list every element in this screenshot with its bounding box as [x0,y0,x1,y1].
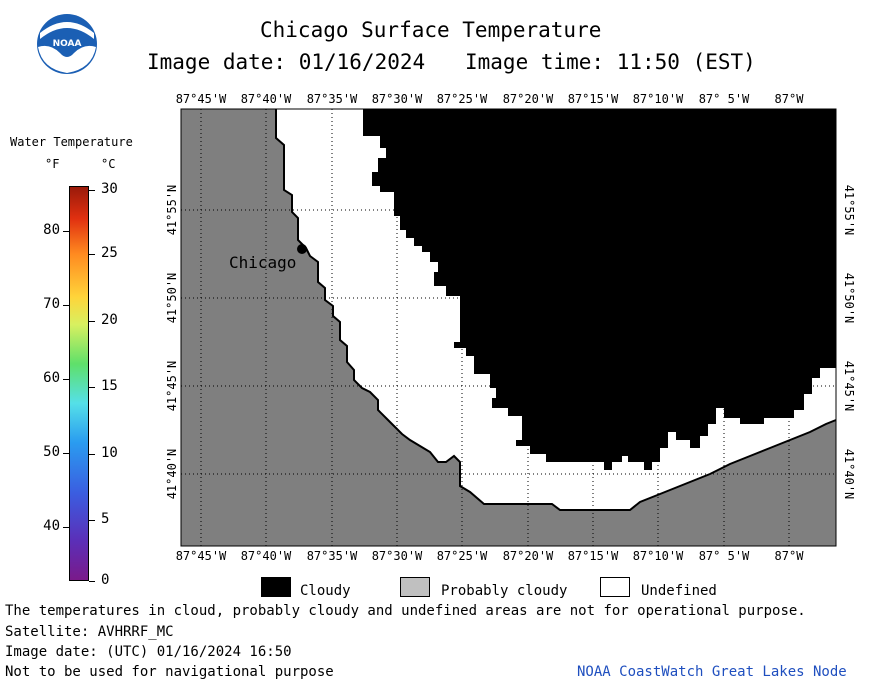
city-label: Chicago [229,253,297,272]
credit-label: NOAA CoastWatch Great Lakes Node [577,664,847,680]
satellite-label: Satellite: AVHRRF_MC [5,624,174,640]
legend-swatch-cloudy [261,577,291,597]
colorbar-c-tick: 0 [101,572,110,588]
colorbar-c-tick: 10 [101,445,118,461]
lat-label-left: 41°40'N [165,448,179,500]
lon-label-bottom: 87°W [774,549,804,563]
colorbar-title: Water Temperature [10,135,133,149]
lat-label-right: 41°50'N [842,272,856,324]
map-frame [180,108,837,547]
colorbar-c-tick-mark [89,321,95,322]
lon-label-bottom: 87°15'W [567,549,619,563]
lat-label-right: 41°45'N [842,360,856,412]
lon-label-bottom: 87°25'W [436,549,488,563]
colorbar-f-tick: 80 [43,222,60,238]
colorbar-unit-f: °F [45,157,60,171]
colorbar-c-tick-mark [89,581,95,582]
lon-label-top: 87°W [774,92,804,106]
image-time-label: Image time: 11:50 (EST) [465,50,756,74]
noaa-logo-icon: NOAA [37,14,97,74]
colorbar-c-tick-mark [89,520,95,521]
colorbar-c-tick: 5 [101,511,110,527]
lat-label-left: 41°45'N [165,360,179,412]
lon-label-top: 87°45'W [175,92,227,106]
lon-label-bottom: 87°40'W [240,549,292,563]
legend-swatch-undefined [600,577,630,597]
nav-warning: Not to be used for navigational purpose [5,664,334,680]
lon-label-bottom: 87°10'W [632,549,684,563]
colorbar-c-tick-mark [89,387,95,388]
colorbar-f-tick: 40 [43,518,60,534]
lon-label-top: 87°15'W [567,92,619,106]
lon-label-bottom: 87°20'W [502,549,554,563]
colorbar-f-tick-mark [63,305,69,306]
lat-label-left: 41°50'N [165,272,179,324]
colorbar-f-tick: 50 [43,444,60,460]
disclaimer: The temperatures in cloud, probably clou… [5,603,806,619]
page-title: Chicago Surface Temperature [260,18,602,42]
legend-label-probably-cloudy: Probably cloudy [441,583,568,599]
legend-swatch-probably-cloudy [400,577,430,597]
lon-label-top: 87° 5'W [698,92,750,106]
colorbar-c-tick-mark [89,254,95,255]
colorbar-c-tick: 15 [101,378,118,394]
colorbar-c-tick: 25 [101,245,118,261]
colorbar-c-tick-mark [89,190,95,191]
lon-label-top: 87°10'W [632,92,684,106]
legend-label-cloudy: Cloudy [300,583,351,599]
lon-label-bottom: 87°30'W [371,549,423,563]
lon-label-top: 87°20'W [502,92,554,106]
colorbar-f-tick-mark [63,527,69,528]
logo-text: NOAA [53,39,82,49]
legend-label-undefined: Undefined [641,583,717,599]
lat-label-right: 41°40'N [842,448,856,500]
lon-label-bottom: 87° 5'W [698,549,750,563]
colorbar-f-tick-mark [63,231,69,232]
utc-date-label: Image date: (UTC) 01/16/2024 16:50 [5,644,292,660]
lon-label-top: 87°40'W [240,92,292,106]
lon-label-top: 87°35'W [306,92,358,106]
lon-label-top: 87°30'W [371,92,423,106]
lat-label-right: 41°55'N [842,184,856,236]
lon-label-bottom: 87°35'W [306,549,358,563]
colorbar-f-tick-mark [63,379,69,380]
lon-label-top: 87°25'W [436,92,488,106]
colorbar-f-tick: 70 [43,296,60,312]
image-date-label: Image date: 01/16/2024 [147,50,426,74]
colorbar-c-tick: 30 [101,181,118,197]
colorbar-c-tick-mark [89,454,95,455]
cloudy-area [363,109,836,470]
colorbar-unit-c: °C [101,157,116,171]
chicago-marker-icon [297,244,307,254]
lat-label-left: 41°55'N [165,184,179,236]
colorbar-f-tick-mark [63,453,69,454]
colorbar-f-tick: 60 [43,370,60,386]
temperature-colorbar [69,186,89,581]
lon-label-bottom: 87°45'W [175,549,227,563]
colorbar-c-tick: 20 [101,312,118,328]
